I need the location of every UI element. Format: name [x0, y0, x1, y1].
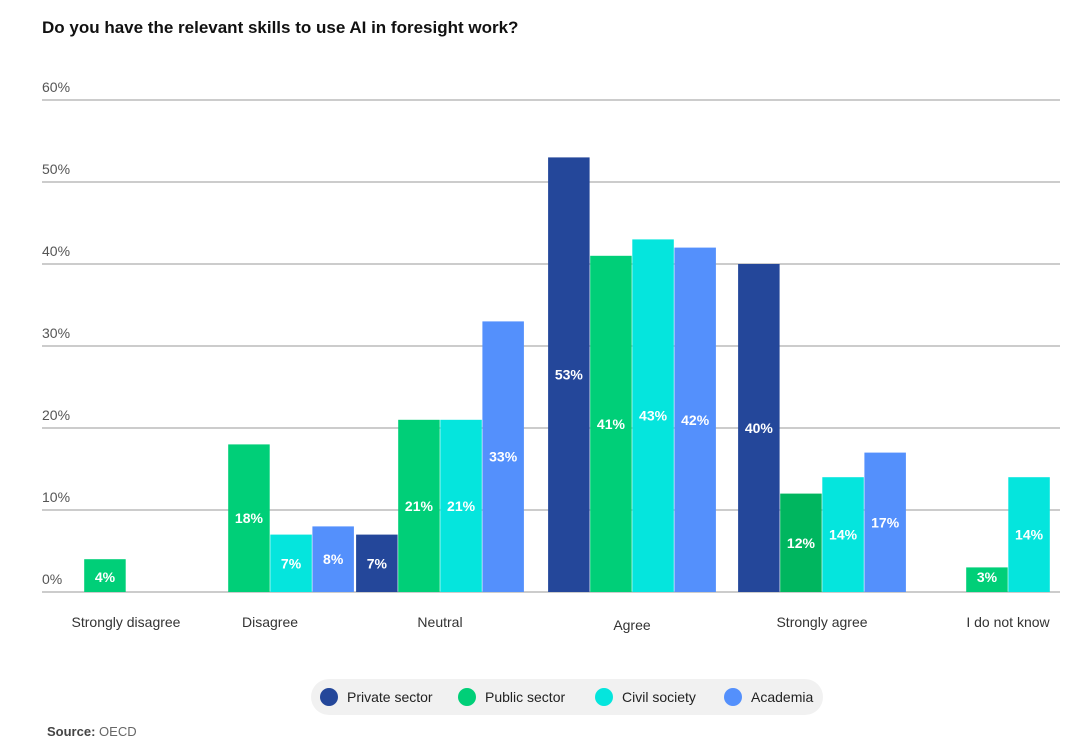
source-note: Source: OECD	[47, 724, 137, 739]
bar	[440, 419, 482, 592]
data-label-layer: 4% 18% 7% 8% 7% 21% 21% 33% 53% 41% 43% 42% 40% 12% 14…	[95, 367, 1044, 585]
chart-title: Do you have the relevant skills to use A…	[42, 18, 519, 37]
y-tick-label: 0%	[42, 571, 62, 587]
bar	[864, 452, 906, 592]
legend-background	[311, 679, 823, 715]
bar	[548, 157, 590, 592]
legend-label: Civil society	[622, 689, 696, 705]
y-tick-label: 60%	[42, 79, 70, 95]
data-label: 40%	[745, 420, 774, 436]
data-label: 14%	[829, 527, 858, 543]
y-tick-label: 30%	[42, 325, 70, 341]
y-tick-label: 50%	[42, 161, 70, 177]
data-label: 41%	[597, 416, 626, 432]
data-label: 17%	[871, 514, 900, 530]
bar	[84, 559, 126, 592]
data-label: 8%	[323, 551, 344, 567]
legend-label: Academia	[751, 689, 813, 705]
bar	[780, 493, 822, 592]
legend-label: Private sector	[347, 689, 433, 705]
data-label: 4%	[95, 569, 116, 585]
data-label: 42%	[681, 412, 710, 428]
data-label: 18%	[235, 510, 264, 526]
y-tick-label: 20%	[42, 407, 70, 423]
bar	[398, 419, 440, 592]
bar	[1008, 477, 1050, 592]
legend-swatch	[724, 688, 742, 706]
y-tick-label: 40%	[42, 243, 70, 259]
bar	[738, 264, 780, 592]
bar	[482, 321, 524, 592]
bar	[356, 534, 398, 592]
legend-label: Public sector	[485, 689, 565, 705]
category-label: I do not know	[966, 614, 1050, 630]
data-label: 7%	[281, 555, 302, 571]
bar-layer	[84, 157, 1050, 593]
bar	[632, 239, 674, 592]
category-label: Neutral	[417, 614, 462, 630]
category-label: Strongly agree	[776, 614, 867, 630]
data-label: 21%	[447, 498, 476, 514]
data-label: 12%	[787, 535, 816, 551]
legend-swatch	[458, 688, 476, 706]
data-label: 21%	[405, 498, 434, 514]
bar	[822, 477, 864, 592]
category-label: Strongly disagree	[72, 614, 181, 630]
y-tick-label: 10%	[42, 489, 70, 505]
category-label-layer: Strongly disagree Disagree Neutral Agree Str…	[72, 614, 1051, 633]
data-label: 3%	[977, 569, 998, 585]
data-label: 7%	[367, 555, 388, 571]
bar	[674, 247, 716, 592]
data-label: 33%	[489, 449, 518, 465]
data-label: 14%	[1015, 527, 1044, 543]
source-value: OECD	[99, 724, 137, 739]
bar	[966, 567, 1008, 592]
data-label: 53%	[555, 367, 584, 383]
data-label: 43%	[639, 408, 668, 424]
legend: Private sector Public sector Civil society…	[311, 679, 823, 715]
category-label: Agree	[613, 617, 651, 633]
legend-swatch	[320, 688, 338, 706]
bar	[270, 534, 312, 592]
bar	[228, 444, 270, 592]
bar	[312, 526, 354, 592]
bar	[590, 255, 632, 593]
category-label: Disagree	[242, 614, 298, 630]
legend-swatch	[595, 688, 613, 706]
source-label: Source:	[47, 724, 96, 739]
